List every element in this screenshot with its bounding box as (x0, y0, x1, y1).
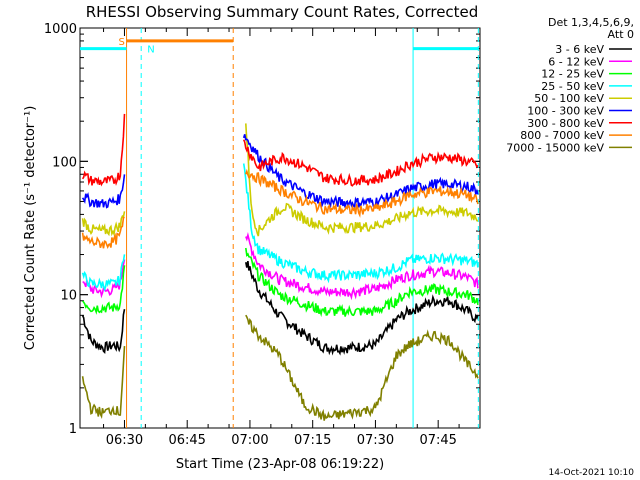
x-tick-label: 06:45 (168, 433, 205, 448)
plot-area: 1 10 100 1000 06:30 06:45 07:00 07:15 07:30 07:45… (44, 22, 481, 448)
series-line (242, 139, 479, 187)
y-tick-label: 10 (60, 289, 77, 304)
series-line (245, 231, 479, 301)
plot-frame (79, 27, 481, 429)
x-tick-label: 07:00 (231, 433, 268, 448)
series-line (245, 168, 479, 218)
x-tick-label: 06:30 (106, 433, 143, 448)
legend-label: 50 - 100 keV (534, 92, 604, 105)
legend-label: 800 - 7000 keV (520, 129, 604, 142)
x-tick-label: 07:30 (357, 433, 394, 448)
legend-label: 12 - 25 keV (541, 68, 604, 81)
y-axis-label: Corrected Count Rate (s⁻¹ detector⁻¹) (23, 106, 38, 351)
footer-timestamp: 14-Oct-2021 10:10 (549, 468, 635, 478)
legend-label: 25 - 50 keV (541, 80, 604, 93)
flag-label: N (147, 45, 154, 56)
series-line (242, 134, 479, 210)
legend-header-line1: Det 1,3,4,5,6,9, (548, 16, 634, 29)
x-tick-label: 07:15 (294, 433, 331, 448)
y-tick-label: 1 (69, 422, 77, 437)
legend-label: 3 - 6 keV (555, 43, 604, 56)
flag-label: S (119, 37, 125, 48)
series-line (81, 174, 126, 209)
series-line (81, 211, 126, 237)
series-line (245, 260, 479, 356)
series-line (81, 346, 126, 420)
legend-header-line2: Att 0 (608, 28, 634, 41)
y-tick-label: 100 (52, 155, 77, 170)
x-axis-label: Start Time (23-Apr-08 06:19:22) (176, 457, 384, 472)
legend-label: 6 - 12 keV (548, 55, 604, 68)
series-line (81, 254, 126, 292)
legend-label: 100 - 300 keV (527, 105, 604, 118)
series-line (245, 314, 479, 421)
series-line (242, 163, 479, 284)
legend-label: 7000 - 15000 keV (506, 141, 604, 154)
x-tick-label: 07:45 (419, 433, 456, 448)
chart-title: RHESSI Observing Summary Count Rates, Co… (86, 3, 479, 21)
series-line (81, 309, 126, 355)
legend-label: 300 - 800 keV (527, 117, 604, 130)
series-line (82, 265, 126, 315)
series-line (245, 123, 479, 237)
series-line (81, 216, 125, 250)
series-line (245, 247, 479, 318)
y-tick-label: 1000 (44, 22, 77, 37)
series-line (81, 113, 126, 187)
